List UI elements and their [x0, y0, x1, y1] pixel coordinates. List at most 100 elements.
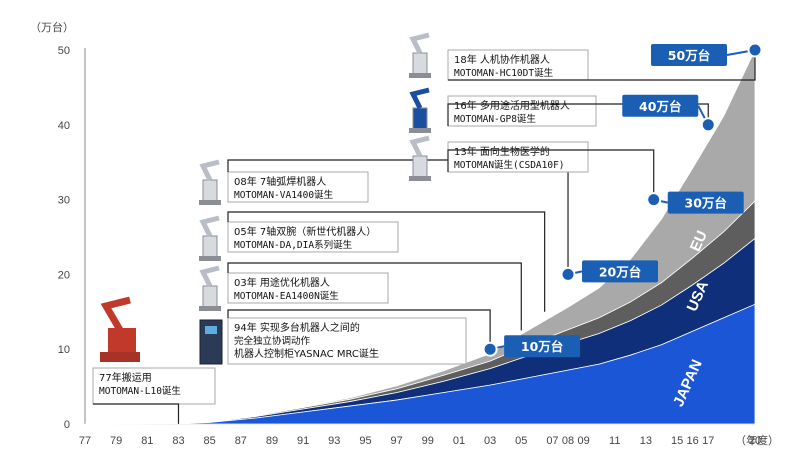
milestone-label: 30万台 — [685, 196, 727, 211]
robot-icon — [199, 319, 223, 365]
y-tick-label: 40 — [58, 120, 70, 132]
robot-icon — [409, 87, 431, 133]
x-tick-label: 89 — [266, 435, 278, 447]
x-tick-label: 05 — [515, 435, 527, 447]
annotation-line1: 13年 面向生物医学的 — [454, 145, 550, 158]
robot-icon — [199, 159, 221, 205]
milestone-dot — [482, 341, 498, 357]
x-tick-label: 15 — [671, 435, 683, 447]
robot-icon — [199, 265, 221, 311]
milestone: 20万台 — [560, 260, 659, 283]
milestone: 30万台 — [646, 191, 744, 214]
x-tick-label: 07 — [546, 435, 558, 447]
annotation-line1: 94年 实现多台机器人之间的 — [234, 321, 360, 334]
x-tick-label: 03 — [484, 435, 496, 447]
annotation-line3: 机器人控制柜YASNAC MRC诞生 — [234, 347, 379, 360]
x-tick-label: 01 — [453, 435, 465, 447]
milestone: 40万台 — [622, 94, 716, 133]
milestone-badge — [504, 335, 581, 358]
robot-icon — [409, 135, 431, 181]
annotation-line1: 77年搬运用 — [99, 371, 152, 384]
x-tick-label: 93 — [328, 435, 340, 447]
x-tick-label: 16 — [687, 435, 699, 447]
annotation-line1: 16年 多用途活用型机器人 — [454, 99, 570, 112]
robot-icon — [199, 215, 221, 261]
milestone-label: 40万台 — [639, 99, 681, 114]
leader-line — [448, 50, 756, 81]
y-tick-label: 30 — [58, 195, 70, 207]
stacked-areas — [84, 49, 756, 425]
annotation-box — [227, 171, 369, 203]
annotation-line2: MOTOMAN-GP8诞生 — [454, 113, 536, 125]
annotation-line2: MOTOMAN-L10诞生 — [99, 385, 181, 397]
annotation-box — [227, 272, 389, 304]
annotation-line1: 05年 7轴双腕（新世代机器人） — [234, 225, 376, 238]
leader-line — [227, 309, 491, 350]
y-ticks: 0 10 20 30 40 50 — [58, 45, 70, 431]
annotation-line2: 完全独立协调动作 — [234, 335, 311, 347]
annotation: 05年 7轴双腕（新世代机器人）MOTOMAN-DA,DIA系列诞生 — [199, 211, 546, 312]
robot-icon — [409, 32, 431, 78]
annotation-line2: MOTOMAN-VA1400诞生 — [234, 189, 334, 201]
leader-line — [93, 403, 180, 424]
x-tick-label: 77 — [79, 435, 91, 447]
y-tick-label: 0 — [64, 419, 70, 431]
x-tick-label: 87 — [235, 435, 247, 447]
milestone-badge — [667, 191, 744, 214]
annotation-box — [227, 317, 467, 365]
annotation-box — [447, 95, 597, 127]
x-tick-label: 79 — [110, 435, 122, 447]
milestone-dot — [700, 117, 716, 133]
milestone-dot — [646, 192, 662, 208]
leader-line — [447, 103, 709, 126]
milestones: 10万台 20万台 30万台 40万台 50万台 — [482, 42, 763, 358]
milestone-badge — [622, 94, 699, 117]
x-tick-label: 09 — [577, 435, 589, 447]
annotation-box — [447, 141, 589, 173]
x-tick-label: 08 — [562, 435, 574, 447]
milestone-label: 20万台 — [599, 264, 641, 279]
milestone-label: 10万台 — [521, 339, 563, 354]
x-axis-unit: （年度） — [735, 433, 779, 447]
robot-icon — [100, 296, 140, 362]
milestone-badge — [582, 260, 659, 283]
x-tick-label: 83 — [172, 435, 184, 447]
milestone-dot — [560, 266, 576, 282]
x-ticks: 77 79 81 83 85 87 89 91 93 95 97 99 01 03 05 07 08 09 11 13… — [79, 435, 761, 447]
milestone-badge — [651, 44, 727, 66]
annotation-line2: MOTOMAN-EA1400N诞生 — [234, 290, 339, 302]
annotation-line2: MOTOMAN-DA,DIA系列诞生 — [234, 239, 353, 251]
milestone-dot — [747, 42, 763, 58]
annotation-line1: 18年 人机协作机器人 — [454, 53, 550, 66]
x-tick-label: 97 — [391, 435, 403, 447]
annotation-line1: 08年 7轴弧焊机器人 — [234, 175, 326, 188]
annotation-line1: 03年 用途优化机器人 — [234, 276, 330, 289]
leader-line — [227, 159, 569, 275]
x-tick-label: 85 — [204, 435, 216, 447]
y-tick-label: 20 — [58, 269, 70, 281]
annotation-box — [227, 221, 399, 253]
annotation-box — [447, 49, 589, 81]
y-axis-unit: （万台） — [30, 20, 74, 34]
milestone: 10万台 — [482, 335, 581, 358]
leader-line — [227, 262, 522, 331]
milestone: 50万台 — [651, 42, 763, 66]
x-tick-label: 81 — [141, 435, 153, 447]
x-tick-label: 20 — [749, 435, 761, 447]
milestone-label: 50万台 — [668, 48, 710, 63]
annotation-line2: MOTOMAN-HC10DT诞生 — [454, 67, 554, 79]
x-tick-label: 17 — [702, 435, 714, 447]
x-tick-label: 99 — [422, 435, 434, 447]
y-tick-label: 50 — [58, 45, 70, 57]
y-tick-label: 10 — [58, 344, 70, 356]
x-tick-label: 13 — [640, 435, 652, 447]
